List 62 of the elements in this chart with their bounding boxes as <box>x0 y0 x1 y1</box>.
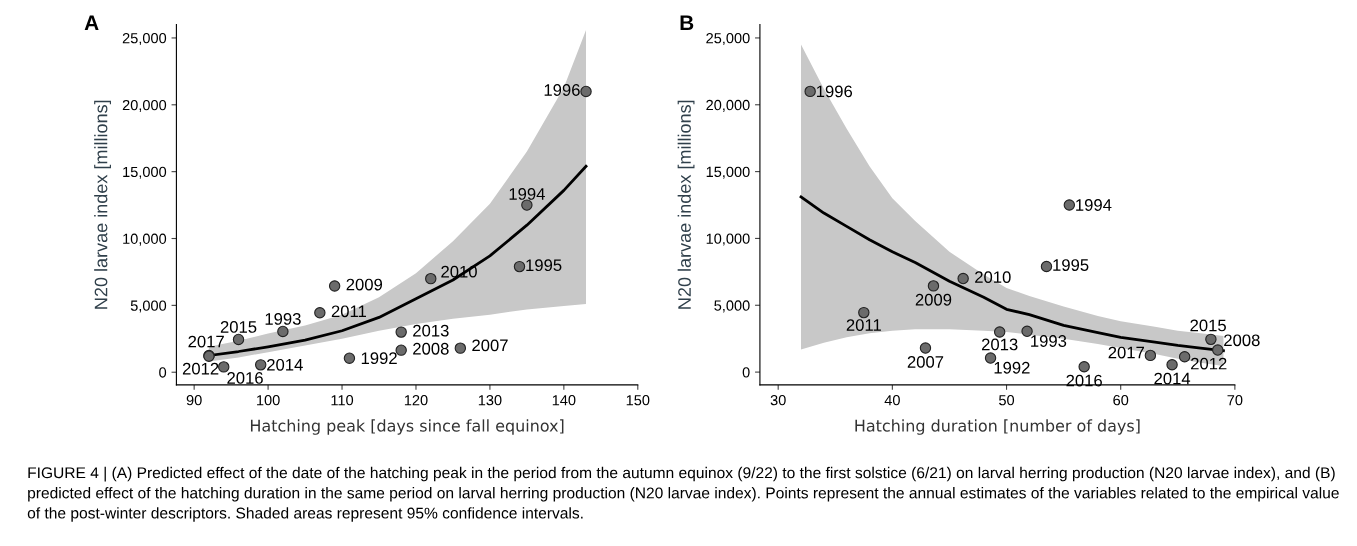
chart-title: A <box>84 15 99 30</box>
y-tick-label: 25,000 <box>122 33 167 46</box>
caption: FIGURE 4 | (A) Predicted effect of the date of the hatching peak in the period from the autumn equinox (9/22) to the first solstice (6/21) on larval herring production (N20 larvae index), and (B) predicted effect of the hatching duration in the same period on larval herring production (N20 larvae index). Points represent the annual estimates of the variables related to the empirical value of the post-winter descriptors. Shaded areas represent 95% confidence intervals. <box>27 466 1339 522</box>
annotation: 1995 <box>526 259 562 272</box>
y-tick-label: 15,000 <box>706 166 750 179</box>
y-tick-label: 20,000 <box>706 99 750 112</box>
annotation: 2012 <box>182 362 219 375</box>
annotation: 2008 <box>413 342 449 355</box>
x-tick-label: 30 <box>770 395 786 406</box>
annotation: 2015 <box>1190 319 1226 332</box>
x-tick-label: 110 <box>331 395 354 406</box>
annotation: 1993 <box>1031 335 1067 347</box>
y-tick-label: 10,000 <box>706 233 750 246</box>
annotation: 2015 <box>220 321 257 333</box>
annotation: 2009 <box>346 278 383 291</box>
x-tick-label: 130 <box>478 395 502 406</box>
annotation: 2013 <box>413 324 449 337</box>
y-tick-label: 0 <box>159 367 167 378</box>
annotation: 2017 <box>188 335 224 348</box>
y-tick-label: 20,000 <box>122 99 167 112</box>
annotation: 2014 <box>267 358 303 371</box>
y-axis-title: N20 larvae index [millions] <box>677 100 695 309</box>
y-tick-label: 5,000 <box>130 300 167 313</box>
annotation: 1994 <box>509 188 545 200</box>
annotation: 2016 <box>1066 374 1102 387</box>
annotation: 2011 <box>331 305 366 318</box>
x-tick-label: 100 <box>257 395 280 406</box>
x-tick-label: 60 <box>1113 395 1129 406</box>
annotation: 2007 <box>907 355 944 368</box>
x-tick-label: 70 <box>1227 395 1243 406</box>
annotation: 2012 <box>1191 357 1227 370</box>
annotation: 2008 <box>1224 334 1260 347</box>
annotation: 1993 <box>265 313 301 325</box>
y-tick-label: 0 <box>742 367 750 378</box>
x-tick-label: 120 <box>404 395 428 406</box>
annotation: 2010 <box>975 271 1011 284</box>
x-tick-label: 140 <box>552 395 576 406</box>
y-tick-label: 5,000 <box>714 300 750 313</box>
y-axis-title: N20 larvae index [millions] <box>94 100 111 309</box>
annotation: 1994 <box>1076 199 1112 211</box>
chart-title: B <box>680 15 694 30</box>
annotation: 2009 <box>915 293 952 306</box>
annotation: 2013 <box>981 338 1018 351</box>
annotation: 1995 <box>1053 259 1089 271</box>
x-axis-title: Hatching peak [days since fall equinox] <box>250 419 564 435</box>
y-tick-label: 15,000 <box>123 166 167 179</box>
x-tick-label: 90 <box>186 395 202 406</box>
y-tick-label: 25,000 <box>706 33 750 46</box>
annotation: 1996 <box>544 84 580 96</box>
annotation: 1992 <box>994 361 1030 374</box>
x-tick-label: 50 <box>999 395 1015 406</box>
annotation: 1992 <box>361 352 397 365</box>
annotation: 2007 <box>472 339 508 352</box>
x-axis-title: Hatching duration [number of days] <box>855 419 1140 435</box>
x-tick-label: 150 <box>626 395 650 406</box>
y-tick-label: 10,000 <box>123 233 167 246</box>
annotation: 2016 <box>227 372 263 384</box>
annotation: 2014 <box>1154 372 1191 385</box>
annotation: 1996 <box>816 85 853 98</box>
x-tick-label: 40 <box>884 395 900 406</box>
annotation: 2017 <box>1108 346 1144 359</box>
annotation: 2011 <box>846 319 881 331</box>
